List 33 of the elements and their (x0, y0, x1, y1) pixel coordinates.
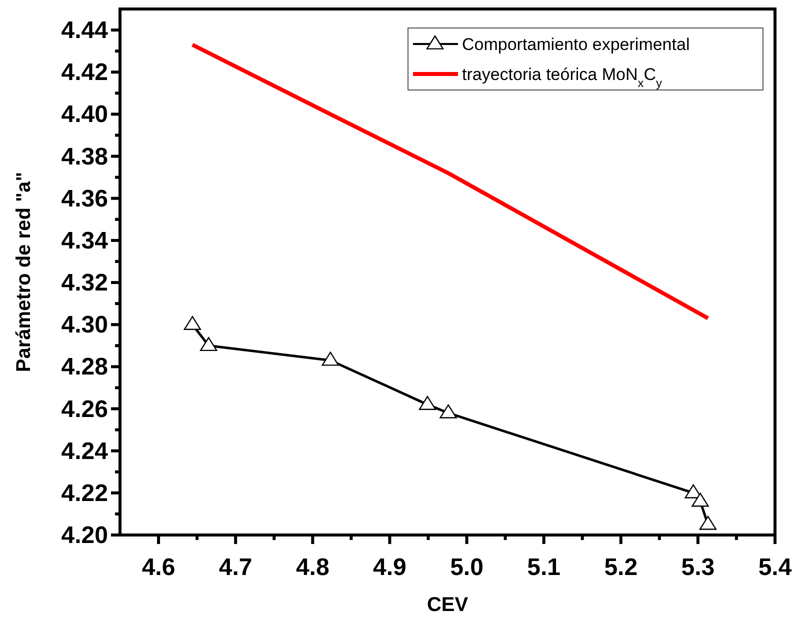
x-tick-label: 5.4 (758, 554, 792, 581)
legend-label: Comportamiento experimental (462, 35, 690, 54)
x-tick-label: 4.9 (373, 554, 406, 581)
y-tick-label: 4.34 (61, 227, 109, 254)
point (440, 404, 457, 418)
y-tick-label: 4.28 (61, 354, 108, 381)
x-tick-label: 4.7 (218, 554, 252, 581)
y-tick-label: 4.36 (61, 185, 108, 212)
x-tick-label: 4.8 (296, 554, 330, 581)
point (322, 352, 339, 366)
x-tick-label: 5.2 (604, 554, 638, 581)
x-tick-label: 4.6 (142, 554, 176, 581)
point (200, 337, 218, 352)
y-tick-label: 4.42 (61, 59, 108, 86)
y-axis-title: Parámetro de red "a" (13, 172, 35, 372)
point (699, 516, 717, 530)
y-tick-label: 4.38 (61, 143, 108, 170)
x-tick-label: 5.1 (527, 554, 561, 581)
point (418, 396, 436, 410)
point (692, 492, 709, 507)
y-tick-label: 4.26 (61, 396, 108, 423)
legend-label: trayectoria teórica MoN$_{x}$C$_{y}$ (462, 65, 662, 90)
x-tick-label: 5.0 (450, 554, 484, 581)
y-tick-label: 4.24 (61, 438, 109, 465)
y-tick-label: 4.40 (61, 101, 108, 128)
point (184, 316, 202, 330)
y-tick-label: 4.32 (61, 270, 108, 297)
y-tick-label: 4.30 (61, 312, 108, 339)
y-tick-label: 4.44 (61, 17, 109, 44)
y-tick-label: 4.20 (61, 522, 108, 549)
y-tick-label: 4.22 (61, 480, 108, 507)
x-axis-title: CEV (426, 594, 469, 616)
x-tick-label: 5.3 (681, 554, 715, 581)
